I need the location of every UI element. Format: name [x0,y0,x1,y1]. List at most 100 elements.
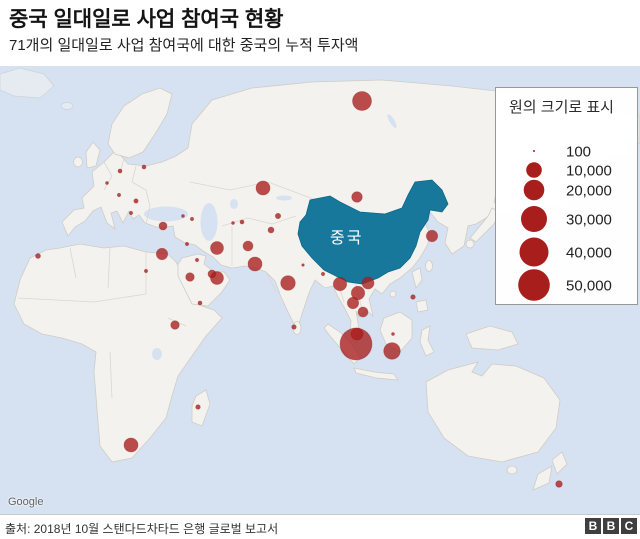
bubble-iran [210,241,224,255]
landmass-tasmania [506,465,518,475]
legend-label-100: 100 [566,144,591,161]
bubble-mongolia [351,191,363,203]
bubble-israel-jordan [184,241,190,247]
bubble-indonesia [339,327,373,361]
bubble-russia [352,91,372,111]
landmass-nz-north [551,451,568,475]
legend-scale-svg: 100 10,000 20,000 30,000 40,000 50,000 [518,144,612,301]
bubble-philippines [410,294,416,300]
landmass-africa [13,243,223,463]
legend: 원의 크기로 표시 100 10,000 20,000 30,000 40,000 50,… [495,87,638,305]
landmass-taiwan [425,260,433,272]
bubble-poland [117,168,123,174]
landmass-ireland [73,156,83,168]
bubble-kyrgyzstan [274,212,282,220]
bubble-ethiopia [170,320,180,330]
lake-baikal [387,113,397,129]
bbc-logo-letter: B [603,518,619,534]
landmass-greenland [0,67,55,99]
bubble-turkey [158,221,168,231]
caspian-sea [200,203,218,241]
legend-circle-30000 [521,206,547,232]
bubble-hungary [116,192,122,198]
bubble-layer [35,91,563,488]
landmass-new-guinea [465,325,519,351]
bubble-georgia [181,214,185,218]
legend-label-30000: 30,000 [566,212,612,229]
bubble-laos [350,285,366,301]
bubble-nepal [301,263,305,267]
page-subtitle: 71개의 일대일로 사업 참여국에 대한 중국의 누적 투자액 [9,37,359,54]
bbc-logo-letter: C [621,518,637,534]
landmass-luzon [411,267,423,289]
landmass-hainan [389,290,397,298]
bubble-uzbekistan [239,219,245,225]
bubble-saudi-arabia [185,272,195,282]
footer: 출처: 2018년 10월 스탠다드차타드 은행 글로벌 보고서 B B C [0,514,640,539]
bubble-uae-oman [210,271,224,285]
bubble-pakistan [247,256,263,272]
landmass-scandinavia [107,87,173,159]
landmass-mindanao [415,299,429,313]
landmass-iceland [60,102,74,110]
bubble-czechia [105,181,109,185]
bubble-kazakhstan [255,180,271,196]
page-title: 중국 일대일로 사업 참여국 현황 [9,8,284,31]
bubble-romania [133,198,139,204]
bubble-madagascar [195,404,201,410]
landmass-nz-south [532,465,553,491]
bubble-sri-lanka [291,324,297,330]
legend-circle-100 [533,150,535,152]
legend-circle-40000 [519,237,549,267]
landmass-britain [85,141,101,169]
china-region [297,179,449,285]
bubble-turkmenistan [231,221,235,225]
bubble-cambodia [357,306,369,318]
legend-label-20000: 20,000 [566,183,612,200]
landmass-australia [425,361,561,463]
bubble-bangladesh [320,271,326,277]
bubble-south-africa [123,437,139,453]
bubble-kuwait [194,257,200,263]
lake-balkhash [276,195,292,201]
landmass-arabia [177,253,231,307]
world-map: 중국 Google 원의 크기로 표시 100 10,000 20,000 30,00… [0,66,640,514]
landmass-kyushu [465,239,475,249]
bubble-azerbaijan [189,216,195,222]
legend-label-40000: 40,000 [566,245,612,262]
google-watermark: Google [8,496,44,508]
bubble-singapore [350,327,364,341]
legend-circle-50000 [518,269,550,301]
bbc-logo: B B C [585,518,637,534]
bubble-malaysia [383,342,401,360]
aral-sea [230,199,238,209]
landmass-madagascar [191,389,211,427]
source-text: 출처: 2018년 10월 스탠다드차타드 은행 글로벌 보고서 [5,522,279,536]
bubble-yemen [197,300,203,306]
bubble-belarus [141,164,147,170]
bubble-egypt [155,247,169,261]
bubble-morocco [35,253,41,259]
bubble-india [280,275,296,291]
bubble-myanmar [332,276,348,292]
bubble-serbia [128,210,134,216]
bubble-brunei [391,332,395,336]
legend-label-50000: 50,000 [566,278,612,295]
black-sea [144,206,188,222]
legend-title: 원의 크기로 표시 [509,99,614,116]
legend-circle-10000 [526,162,542,178]
bubble-thailand [346,296,360,310]
bubble-libya-egypt-w [143,268,149,274]
bubble-tajikistan [267,226,275,234]
bubble-vietnam [361,276,375,290]
landmass-borneo [379,311,413,353]
landmass-java [353,367,399,381]
landmass-sulawesi [419,325,435,357]
legend-circle-20000 [523,179,545,201]
lake-victoria [152,348,162,360]
header: 중국 일대일로 사업 참여국 현황 71개의 일대일로 사업 참여국에 대한 중… [0,0,640,66]
china-label: 중국 [330,230,363,247]
bubble-afghanistan [242,240,254,252]
bubble-south-korea [425,229,439,243]
